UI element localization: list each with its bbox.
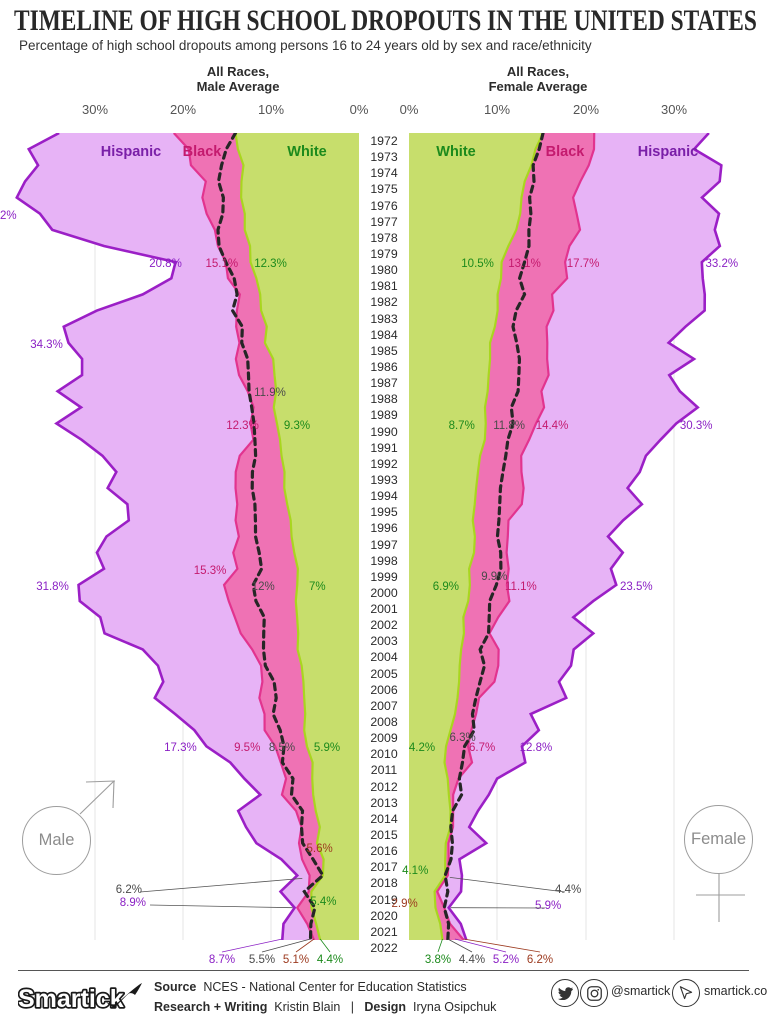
svg-text:Smartick: Smartick	[18, 985, 124, 1013]
